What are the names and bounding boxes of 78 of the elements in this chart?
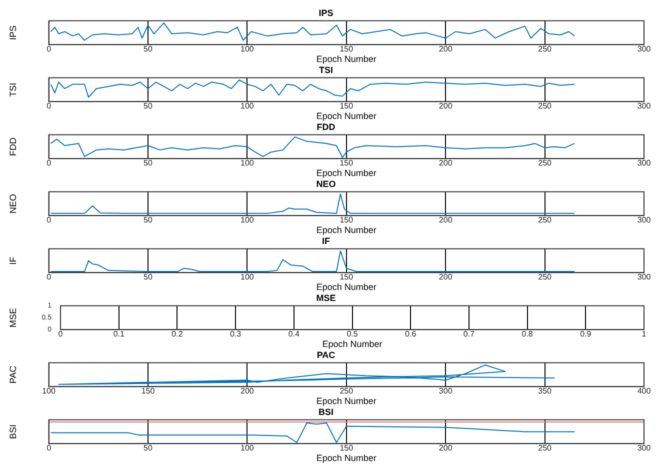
y-axis-title: NEO [8,194,18,214]
x-tick-label: 100 [240,444,254,453]
x-tick-label: 200 [438,272,453,282]
chart-title: BSI [318,406,334,417]
x-tick-label: 250 [340,386,354,396]
x-tick-label: 100 [240,216,254,225]
x-axis-title: Epoch Number [316,168,376,178]
x-tick-label: 0.4 [288,330,300,339]
chart-title: FDD [316,122,336,132]
x-tick-label: 0 [58,330,64,339]
x-tick-label: 250 [538,158,552,168]
x-tick-label: 300 [637,216,652,225]
x-tick-label: 150 [141,386,156,396]
x-tick-label: 0.2 [172,330,184,339]
chart-title: NEO [316,178,336,189]
x-tick-label: 150 [340,158,354,168]
y-axis-title: PAC [8,365,18,384]
x-tick-label: 50 [144,102,153,111]
x-tick-label: 250 [538,102,552,111]
chart-title: IF [322,236,330,246]
x-tick-label: 50 [144,272,153,282]
x-tick-label: 1 [642,330,647,339]
x-tick-label: 50 [144,44,153,54]
x-tick-label: 400 [637,386,652,396]
x-axis-title: Epoch Number [316,453,376,464]
x-axis-title: Epoch Number [316,111,376,122]
x-tick-label: 0.7 [463,330,476,339]
x-tick-label: 100 [42,386,56,396]
x-tick-label: 300 [637,44,652,54]
x-tick-label: 0.6 [405,330,417,339]
chart-title: MSE [316,292,336,303]
chart-title: TSI [318,64,334,75]
x-axis-title: Epoch Number [322,339,382,350]
x-tick-label: 150 [340,102,354,111]
x-tick-label: 300 [637,158,652,168]
x-tick-label: 150 [340,216,354,225]
x-tick-label: 300 [438,386,453,396]
x-tick-label: 0.9 [580,330,592,339]
x-tick-label: 200 [438,444,453,453]
x-tick-label: 50 [144,216,153,225]
x-tick-label: 100 [240,272,254,282]
x-tick-label: 0.1 [113,330,125,339]
x-tick-label: 150 [340,444,354,453]
x-axis-title: Epoch Number [316,54,376,64]
x-tick-label: 200 [438,102,453,111]
x-tick-label: 250 [538,44,552,54]
x-tick-label: 250 [538,272,552,282]
x-tick-label: 200 [438,44,453,54]
y-axis-title: MSE [8,308,18,328]
x-tick-label: 0.8 [522,330,534,339]
y-axis-title: BSI [8,424,18,439]
x-tick-label: 150 [340,272,354,282]
x-tick-label: 350 [538,386,552,396]
x-tick-label: 50 [144,444,153,453]
x-tick-label: 300 [637,272,652,282]
x-axis-title: Epoch Number [316,396,376,406]
x-tick-label: 100 [240,44,254,54]
x-axis-title: Epoch Number [316,282,376,292]
y-axis-title: IF [8,256,18,265]
x-tick-label: 300 [637,444,652,453]
x-tick-label: 200 [438,216,453,225]
chart-title: IPS [318,8,334,18]
x-tick-label: 100 [240,158,254,168]
y-axis-title: FDD [8,136,18,156]
x-tick-label: 200 [240,386,254,396]
x-axis-title: Epoch Number [316,225,376,236]
x-tick-label: 300 [637,102,652,111]
x-tick-label: 0.3 [230,330,242,339]
x-tick-label: 100 [240,102,254,111]
x-tick-label: 50 [144,158,153,168]
y-axis-title: IPS [8,25,18,40]
x-tick-label: 200 [438,158,453,168]
x-tick-label: 250 [538,216,552,225]
x-tick-label: 0.5 [346,330,358,339]
x-tick-label: 150 [340,44,354,54]
y-axis-title: TSI [8,82,18,97]
x-tick-label: 250 [538,444,552,453]
chart-title: PAC [316,350,336,360]
